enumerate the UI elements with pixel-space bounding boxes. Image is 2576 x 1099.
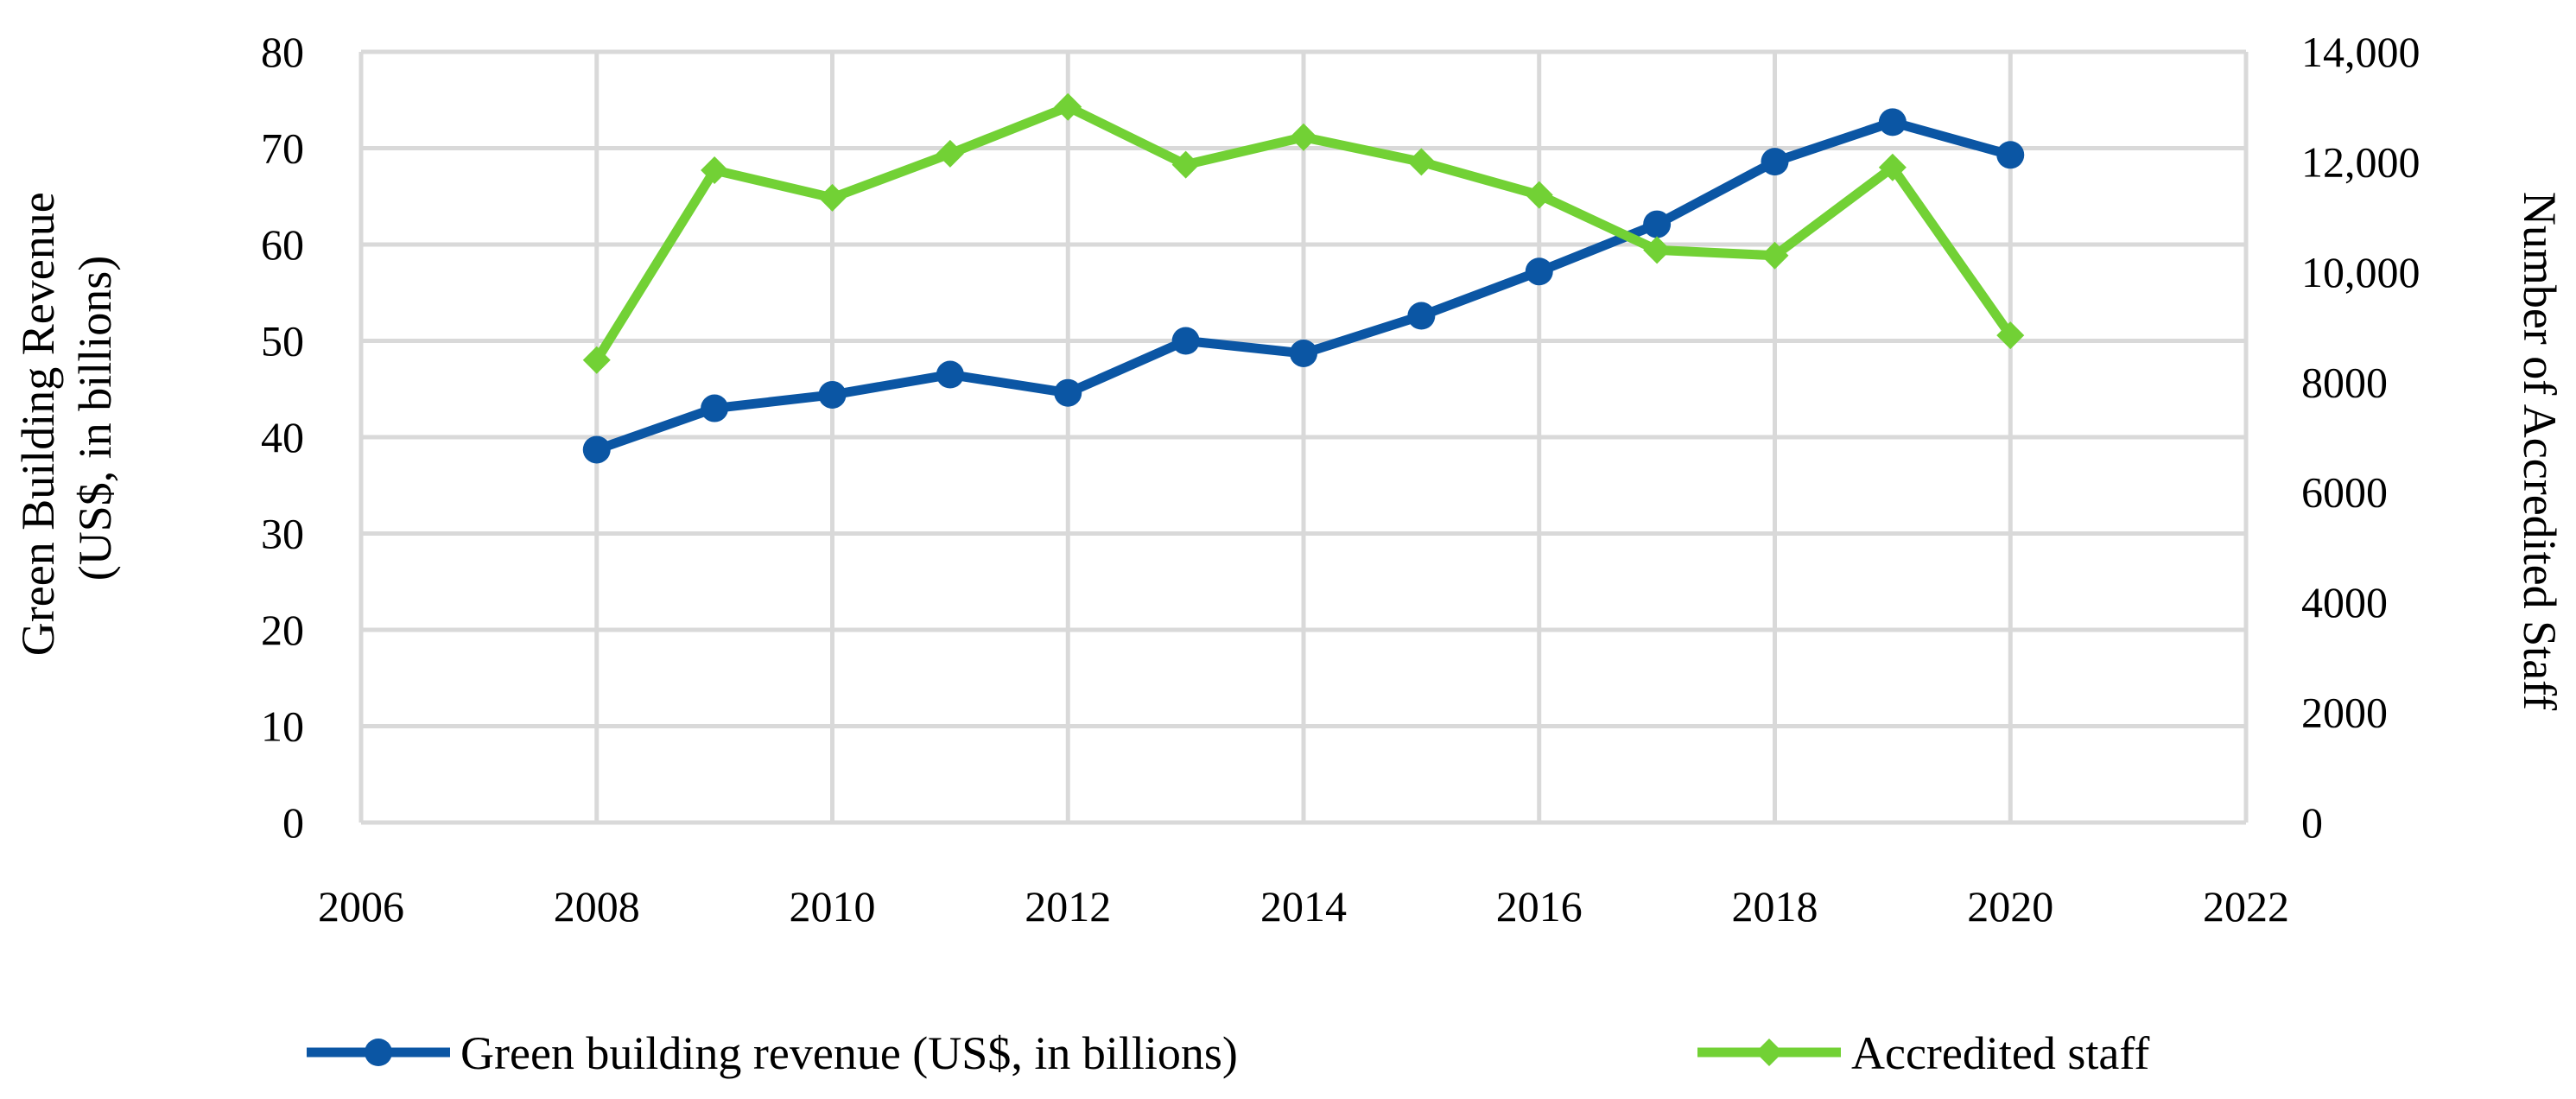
data-point [936,139,964,168]
series-accredited-staff [582,92,2025,374]
legend-marker [1755,1039,1783,1066]
y-tick-label: 30 [261,510,304,558]
data-point [701,156,729,184]
data-point [1878,153,1907,181]
x-tick-label: 2008 [554,882,640,931]
data-point [582,435,611,464]
y-axis-title-right: Number of Accredited Staff [2514,192,2566,710]
y2-tick-label: 0 [2301,798,2323,847]
legend-label: Green building revenue (US$, in billions… [460,1027,1238,1079]
data-point [1996,321,2025,350]
y-tick-label: 10 [261,702,304,751]
data-point [1761,241,1789,270]
y2-tick-label: 12,000 [2301,137,2421,186]
data-point [1407,302,1436,330]
series-layer [582,92,2025,464]
data-point [818,380,847,409]
legend-item-accredited-staff: Accredited staff [1697,1027,2149,1079]
y2-tick-label: 2000 [2301,689,2388,737]
y-tick-label: 50 [261,317,304,365]
data-point [818,183,847,212]
y-axis-left: 0 10 20 30 40 50 60 70 80 [261,28,304,847]
x-axis: 2006 2008 2010 2012 2014 2016 2018 2020 2022 [318,882,2289,931]
x-tick-label: 2016 [1496,882,1583,931]
data-point [1171,150,1200,179]
data-point [1290,339,1317,367]
data-point [1054,92,1082,121]
y2-tick-label: 10,000 [2301,248,2421,296]
data-point [1525,257,1553,286]
y2-tick-label: 6000 [2301,468,2388,517]
data-point [1525,181,1553,209]
data-point [1878,108,1907,137]
data-point [1996,141,2025,169]
y2-tick-label: 4000 [2301,578,2388,626]
y-tick-label: 60 [261,220,304,269]
data-point [582,346,611,374]
legend-label: Accredited staff [1851,1027,2149,1079]
y-axis-title-line-1: Green Building Revenue [12,192,64,656]
y-tick-label: 70 [261,124,304,173]
series-green-building-revenue-us-in-billions [582,108,2025,464]
legend-item-green-building-revenue-us-in-billions: Green building revenue (US$, in billions… [307,1027,1238,1079]
y-axis-right: 0 2000 4000 6000 8000 10,000 12,000 14,000 [2301,28,2421,847]
y-tick-label: 20 [261,606,304,654]
x-tick-label: 2012 [1025,882,1111,931]
legend-marker [365,1039,392,1066]
y-axis-title-left: Green Building Revenue (US$, in billions… [12,181,121,656]
data-point [701,394,729,422]
data-point [936,360,964,389]
data-point [1643,210,1672,238]
data-point [1643,236,1672,264]
data-point [1054,378,1082,407]
x-tick-label: 2014 [1260,882,1347,931]
data-point [1290,123,1317,151]
data-point [1761,148,1789,176]
y2-tick-label: 14,000 [2301,28,2421,76]
data-point [1171,327,1200,355]
x-tick-label: 2006 [318,882,404,931]
x-tick-label: 2018 [1732,882,1818,931]
x-tick-label: 2020 [1967,882,2053,931]
y-axis-title-line-2: (US$, in billions) [69,256,121,581]
x-tick-label: 2010 [790,882,876,931]
y2-tick-label: 8000 [2301,358,2388,406]
x-tick-label: 2022 [2203,882,2289,931]
data-point [1407,148,1436,176]
y-tick-label: 40 [261,413,304,461]
legend: Green building revenue (US$, in billions… [307,1027,2149,1079]
y-tick-label: 80 [261,28,304,76]
y-tick-label: 0 [282,798,304,847]
